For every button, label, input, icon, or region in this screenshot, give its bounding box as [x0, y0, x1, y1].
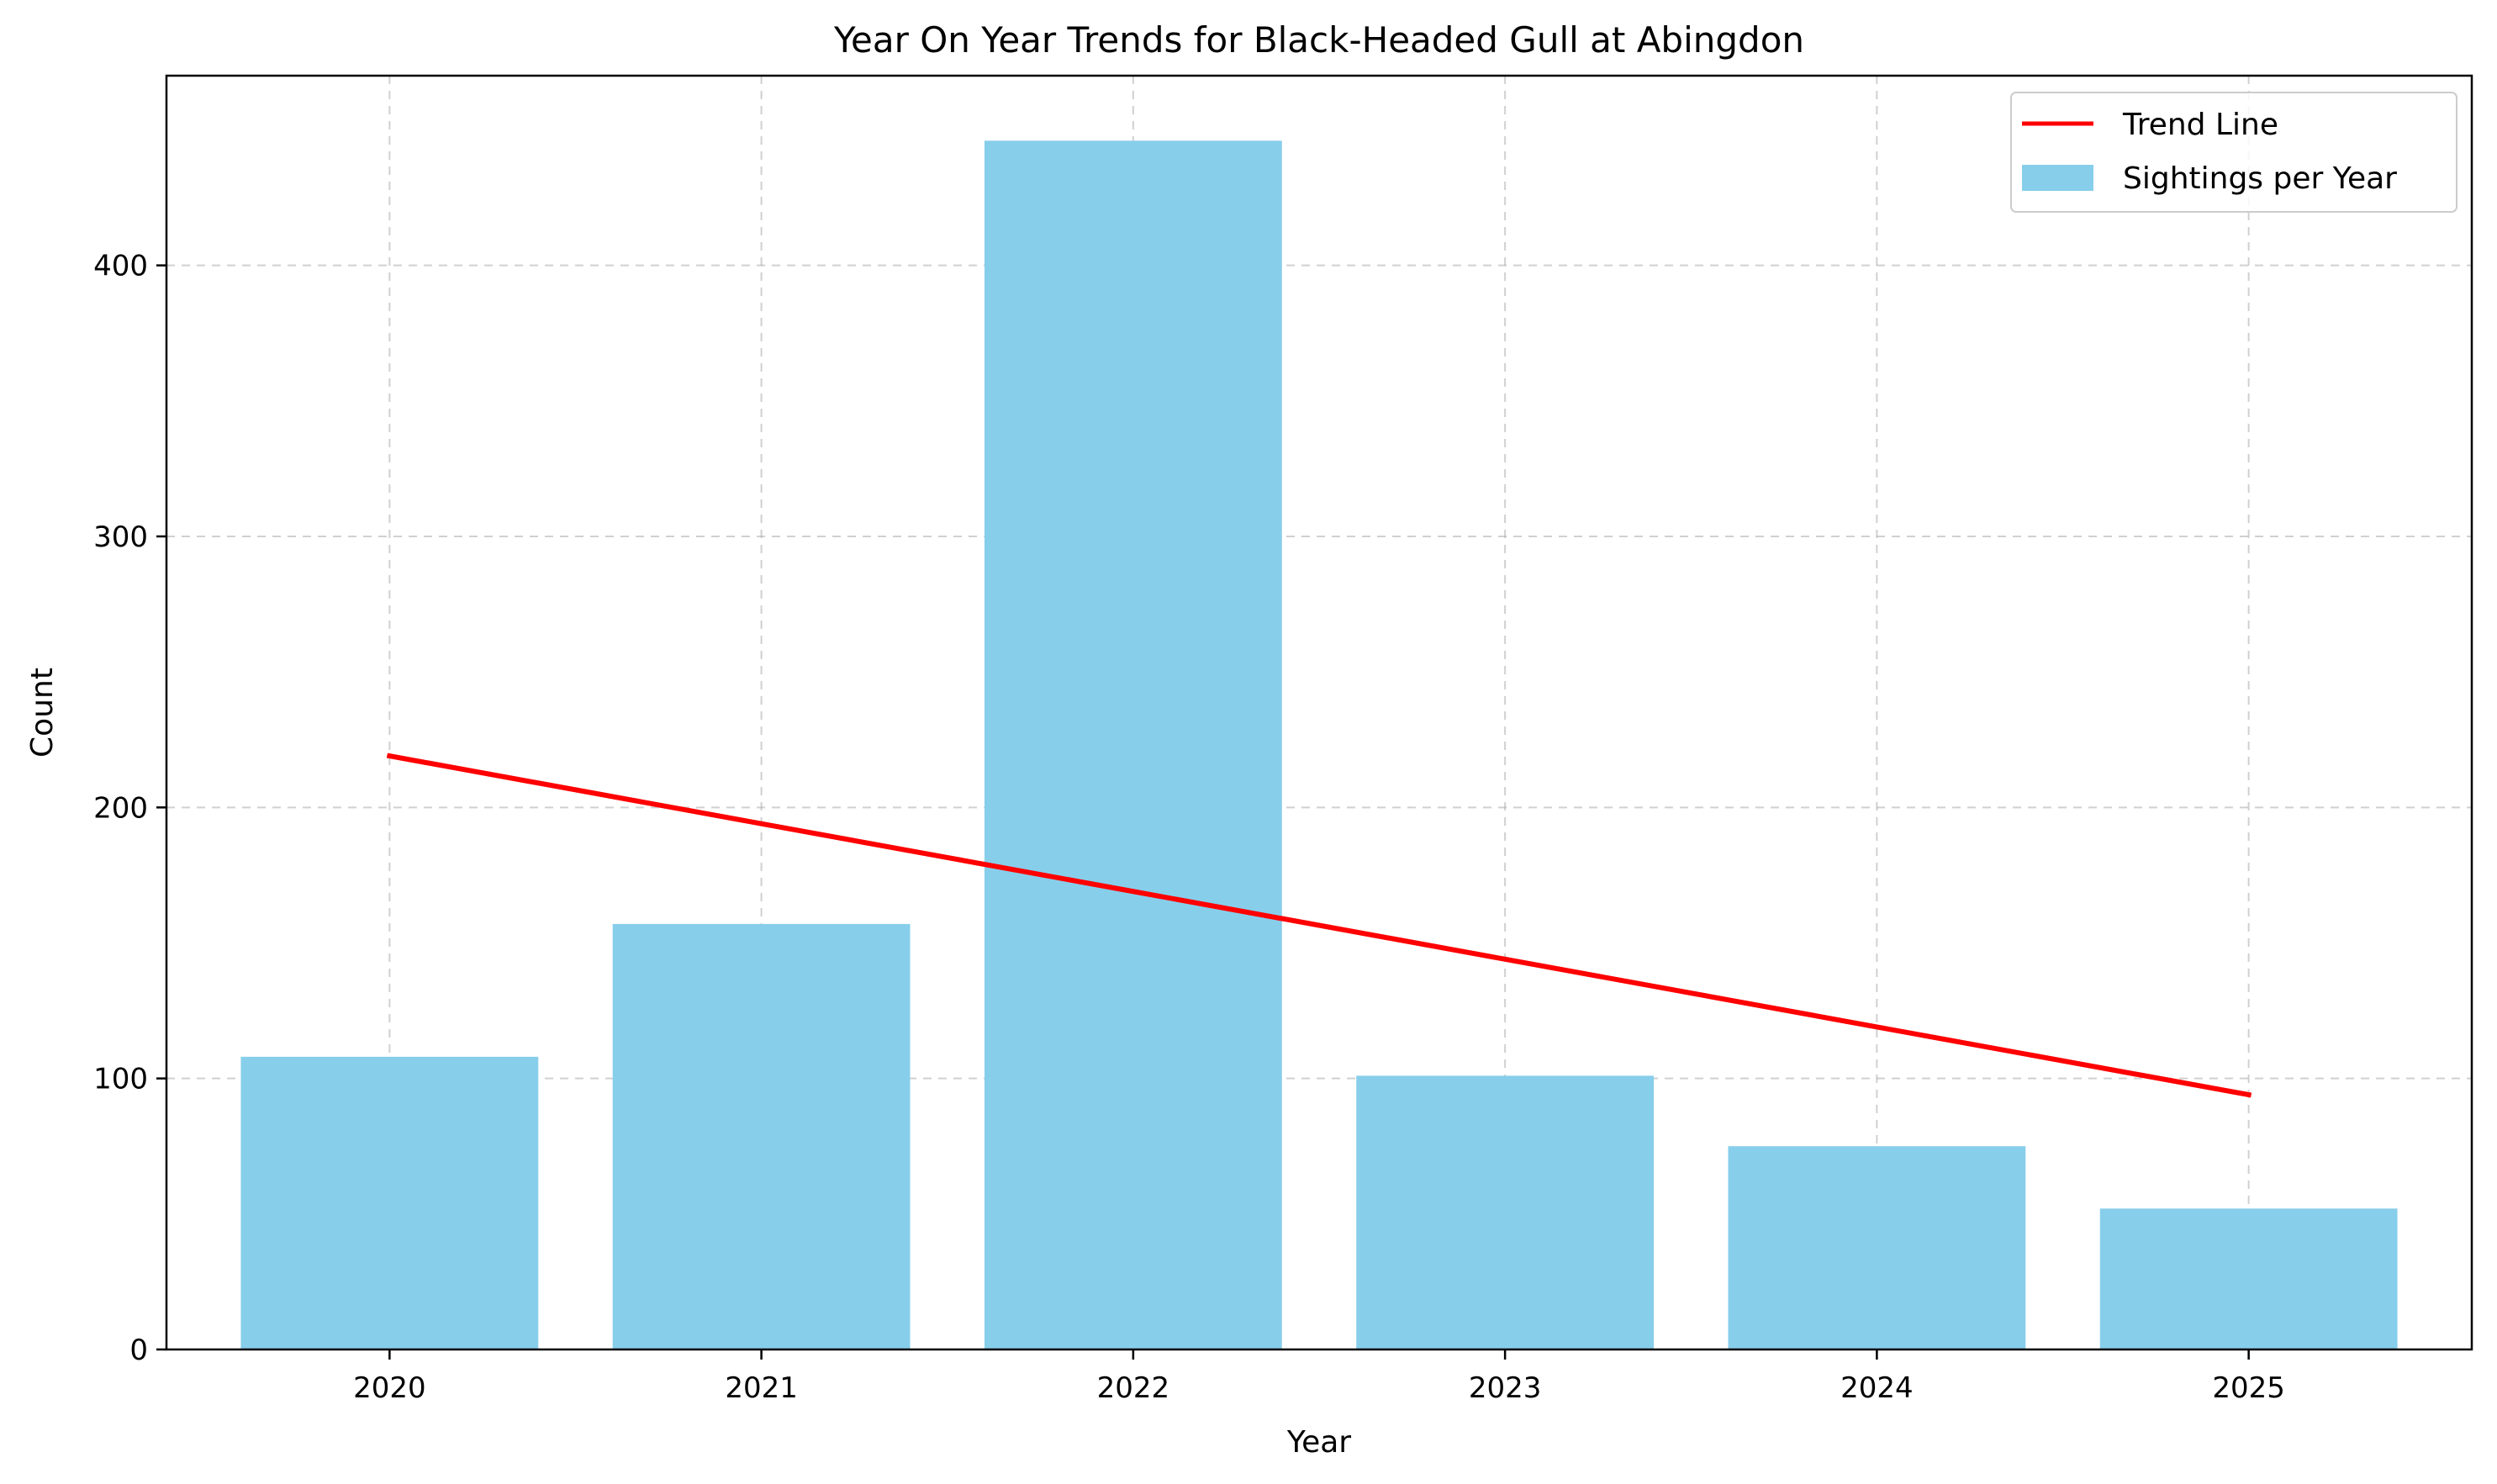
bars — [240, 140, 2398, 1350]
y-tick-label: 200 — [93, 791, 148, 825]
y-tick-label: 100 — [93, 1063, 148, 1096]
x-axis: 2020 2021 2022 2023 2024 2025 — [353, 1349, 2285, 1405]
bar-2023 — [1356, 1075, 1655, 1349]
plot-frame — [165, 74, 2473, 1351]
legend: Trend Line Sightings per Year — [2010, 92, 2457, 213]
y-tick-label: 400 — [93, 250, 148, 283]
trend-line-layer — [386, 753, 2252, 1098]
trend-line — [386, 753, 2252, 1098]
bar-2024 — [1728, 1146, 2026, 1349]
chart-title: Year On Year Trends for Black-Headed Gul… — [833, 19, 1804, 61]
x-tick-label: 2020 — [353, 1371, 426, 1405]
y-axis: 0 100 200 300 400 — [93, 250, 166, 1367]
bar-2021 — [612, 923, 911, 1349]
y-tick-label: 300 — [93, 520, 148, 554]
legend-swatch-sightings — [2022, 165, 2093, 191]
x-tick-label: 2024 — [1840, 1371, 1914, 1405]
x-tick-label: 2022 — [1097, 1371, 1170, 1405]
legend-label-sightings: Sightings per Year — [2123, 161, 2397, 196]
legend-label-trend-line: Trend Line — [2122, 108, 2278, 142]
bar-2020 — [240, 1056, 539, 1349]
bar-2025 — [2099, 1208, 2398, 1349]
x-tick-label: 2025 — [2212, 1371, 2285, 1405]
legend-box — [2010, 92, 2457, 213]
bar-2022 — [984, 140, 1282, 1350]
x-axis-title: Year — [1286, 1425, 1351, 1460]
x-tick-label: 2021 — [725, 1371, 798, 1405]
y-axis-title: Count — [25, 668, 60, 758]
y-tick-label: 0 — [129, 1333, 148, 1367]
x-tick-label: 2023 — [1469, 1371, 1542, 1405]
